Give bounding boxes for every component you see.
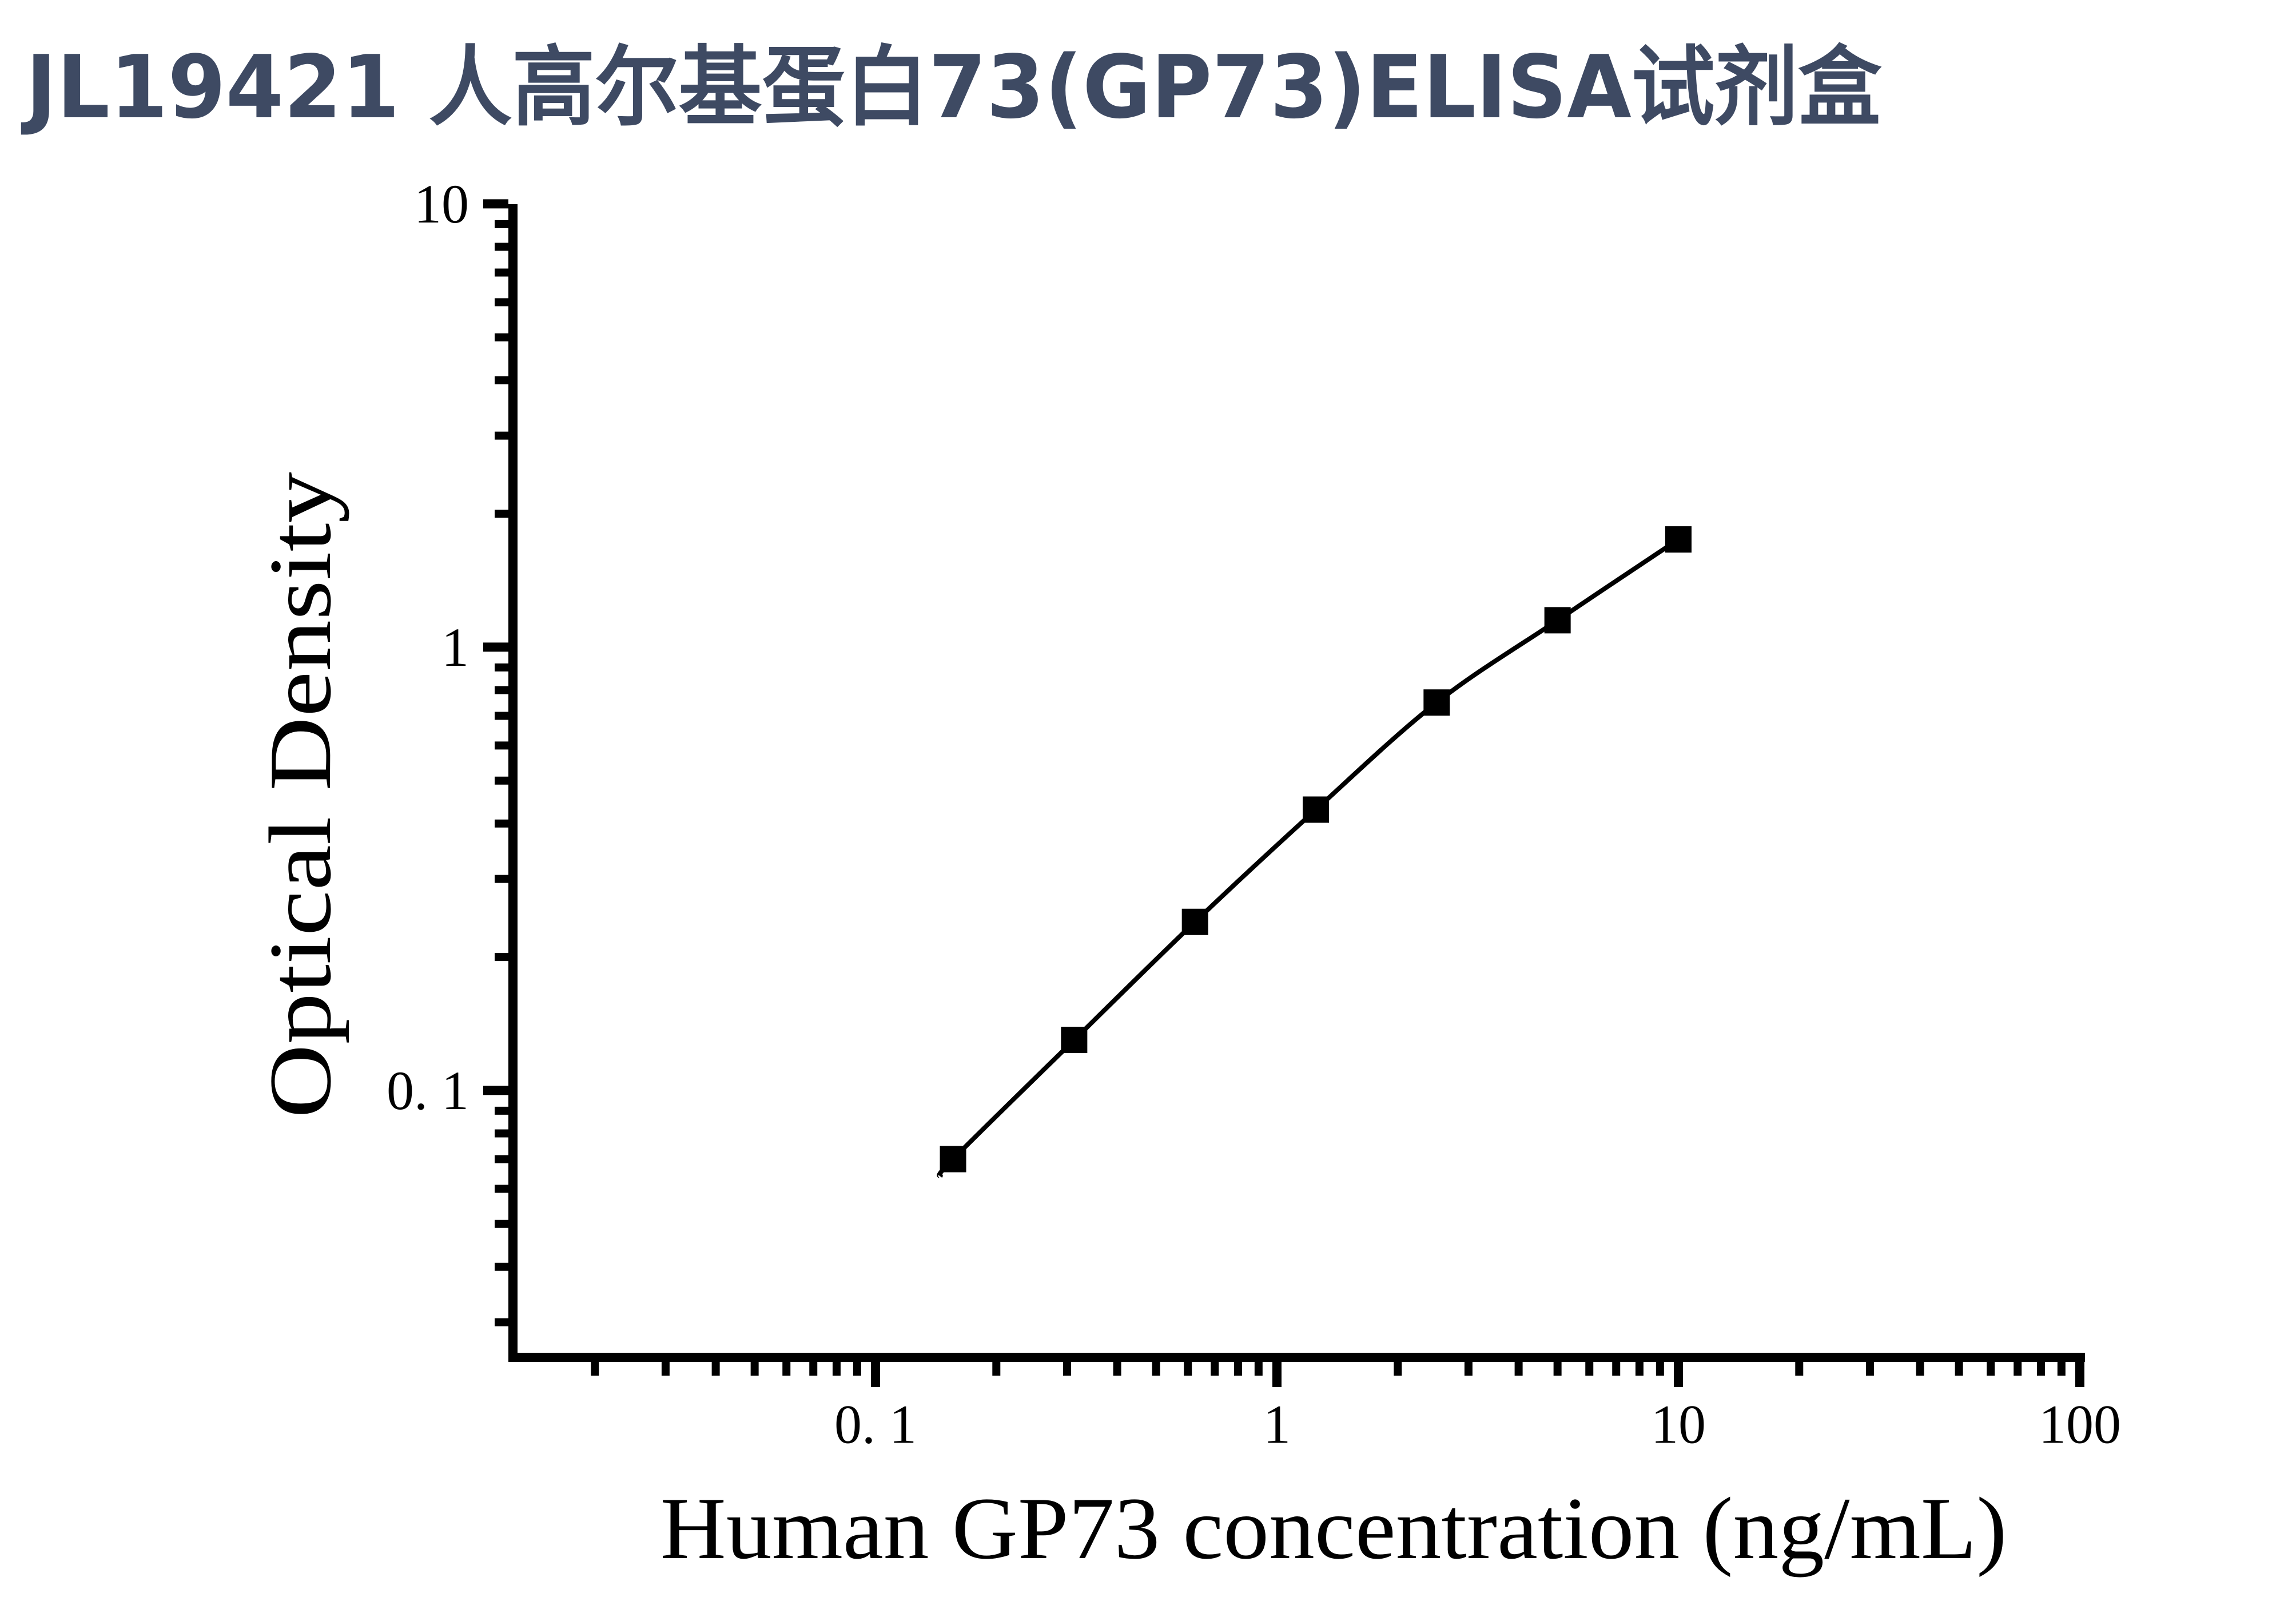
page-title: JL19421 人高尔基蛋白73(GP73)ELISA试剂盒 bbox=[21, 37, 1882, 138]
x-tick-label: 1 bbox=[1263, 1394, 1291, 1455]
x-tick-label: 100 bbox=[2039, 1394, 2121, 1455]
data-point-marker bbox=[1423, 689, 1450, 716]
x-axis-label: Human GP73 concentration (ng/mL) bbox=[660, 1479, 2007, 1578]
y-axis-label: Optical Density bbox=[251, 472, 349, 1118]
axes: 0. 1 1 10 0. 1 1 10 100 bbox=[387, 173, 2121, 1455]
data-point-marker bbox=[1303, 796, 1329, 823]
standard-curve-line bbox=[937, 537, 1680, 1178]
y-tick-label: 0. 1 bbox=[387, 1060, 469, 1121]
data-point-marker bbox=[940, 1146, 966, 1173]
data-series bbox=[937, 526, 1692, 1178]
data-point-marker bbox=[1544, 607, 1571, 634]
y-tick-label: 10 bbox=[414, 173, 469, 235]
data-point-marker bbox=[1181, 908, 1208, 935]
data-point-marker bbox=[1665, 526, 1692, 553]
x-tick-label: 10 bbox=[1651, 1394, 1706, 1455]
data-point-marker bbox=[1061, 1027, 1088, 1054]
y-tick-label: 1 bbox=[441, 617, 469, 678]
x-tick-label: 0. 1 bbox=[834, 1394, 917, 1455]
